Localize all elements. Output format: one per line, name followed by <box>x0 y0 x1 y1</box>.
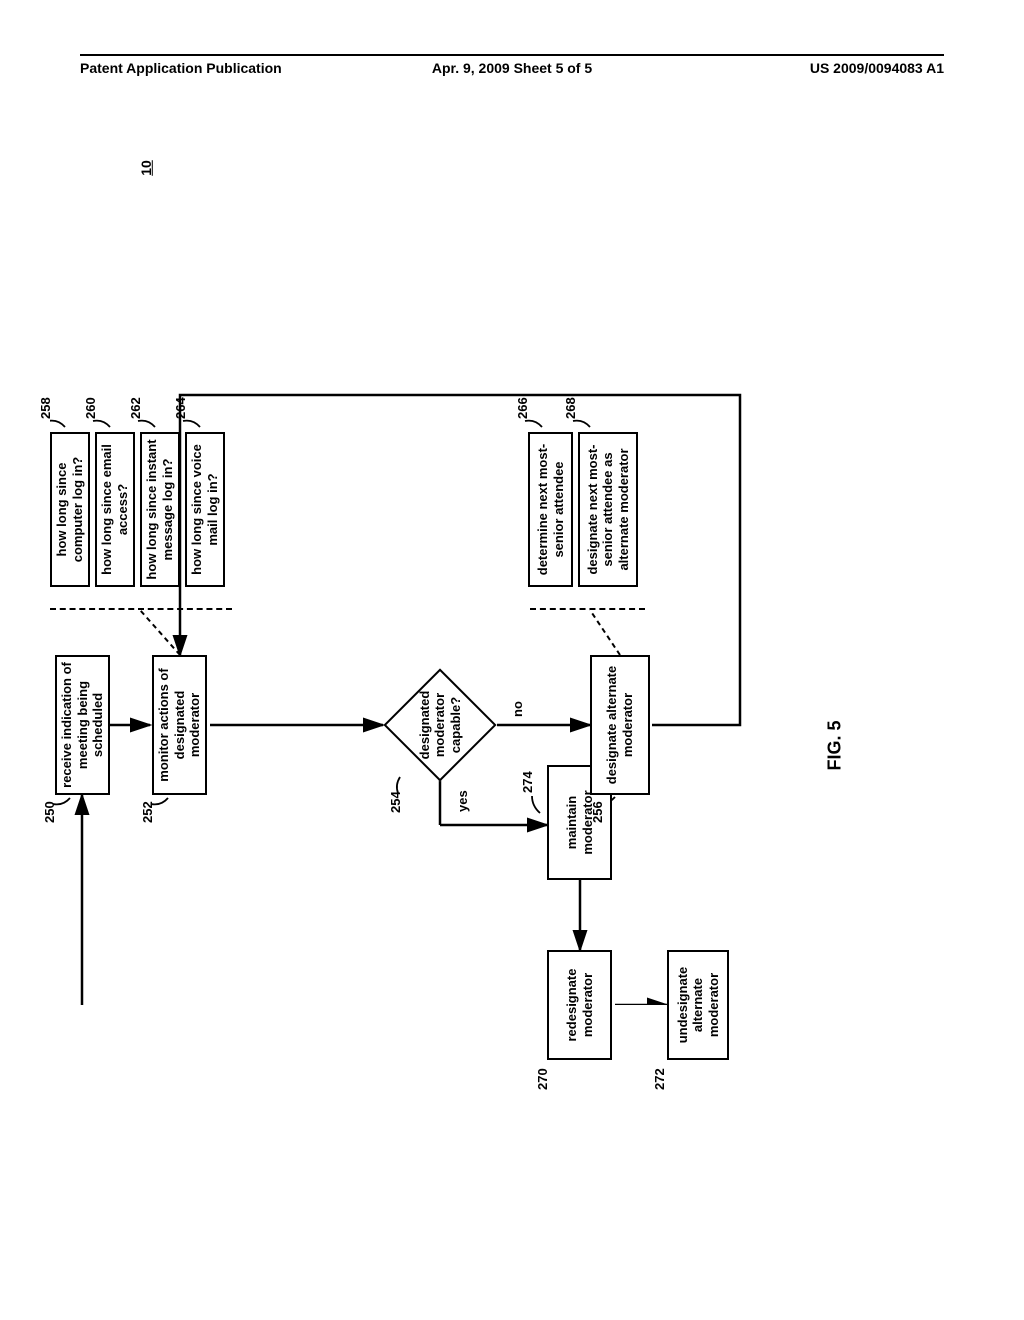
node-receive-indication: receive indication of meeting being sche… <box>55 655 110 795</box>
ref-274: 274 <box>520 771 535 793</box>
ref-258: 258 <box>38 397 53 419</box>
node-text: designate alternate moderator <box>604 661 635 789</box>
brace-designate <box>530 592 645 610</box>
node-q-computer: how long since computer log in? <box>50 432 90 587</box>
ref-250: 250 <box>42 801 57 823</box>
ref-270: 270 <box>535 1068 550 1090</box>
ref-268: 268 <box>563 397 578 419</box>
node-monitor-actions: monitor actions of designated moderator <box>152 655 207 795</box>
ref-260: 260 <box>83 397 98 419</box>
ref-10: 10 <box>138 160 154 176</box>
label-no: no <box>510 701 525 717</box>
header-right: US 2009/0094083 A1 <box>810 60 944 76</box>
page-frame: Patent Application Publication Apr. 9, 2… <box>80 50 944 1270</box>
node-determine-senior: determine next most-senior attendee <box>528 432 573 587</box>
label-yes: yes <box>455 790 470 812</box>
node-text: designate next most-senior attendee as a… <box>585 438 632 581</box>
ref-266: 266 <box>515 397 530 419</box>
ref-256: 256 <box>590 801 605 823</box>
decision-text: designated moderator capable? <box>405 670 475 780</box>
node-text: determine next most-senior attendee <box>535 438 566 581</box>
node-text: how long since instant message log in? <box>144 438 175 581</box>
ref-272: 272 <box>652 1068 667 1090</box>
node-text: how long since email access? <box>99 438 130 581</box>
node-text: undesignate alternate moderator <box>675 956 722 1054</box>
node-q-voicemail: how long since voice mail log in? <box>185 432 225 587</box>
ref-252: 252 <box>140 801 155 823</box>
node-q-im: how long since instant message log in? <box>140 432 180 587</box>
node-designate-senior: designate next most-senior attendee as a… <box>578 432 638 587</box>
header-rule <box>80 54 944 56</box>
ref-264: 264 <box>173 397 188 419</box>
node-text: receive indication of meeting being sche… <box>59 661 106 789</box>
node-designate-alternate: designate alternate moderator <box>590 655 650 795</box>
node-text: how long since voice mail log in? <box>189 438 220 581</box>
ref-262: 262 <box>128 397 143 419</box>
node-undesignate: undesignate alternate moderator <box>667 950 729 1060</box>
header-center: Apr. 9, 2009 Sheet 5 of 5 <box>432 60 592 76</box>
header-left: Patent Application Publication <box>80 60 282 76</box>
node-text: redesignate moderator <box>564 956 595 1054</box>
node-text: how long since computer log in? <box>54 438 85 581</box>
brace-monitor <box>50 592 232 610</box>
node-text: monitor actions of designated moderator <box>156 661 203 789</box>
flowchart-diagram: receive indication of meeting being sche… <box>50 325 960 1005</box>
ref-254: 254 <box>388 791 403 813</box>
node-q-email: how long since email access? <box>95 432 135 587</box>
node-redesignate: redesignate moderator <box>547 950 612 1060</box>
